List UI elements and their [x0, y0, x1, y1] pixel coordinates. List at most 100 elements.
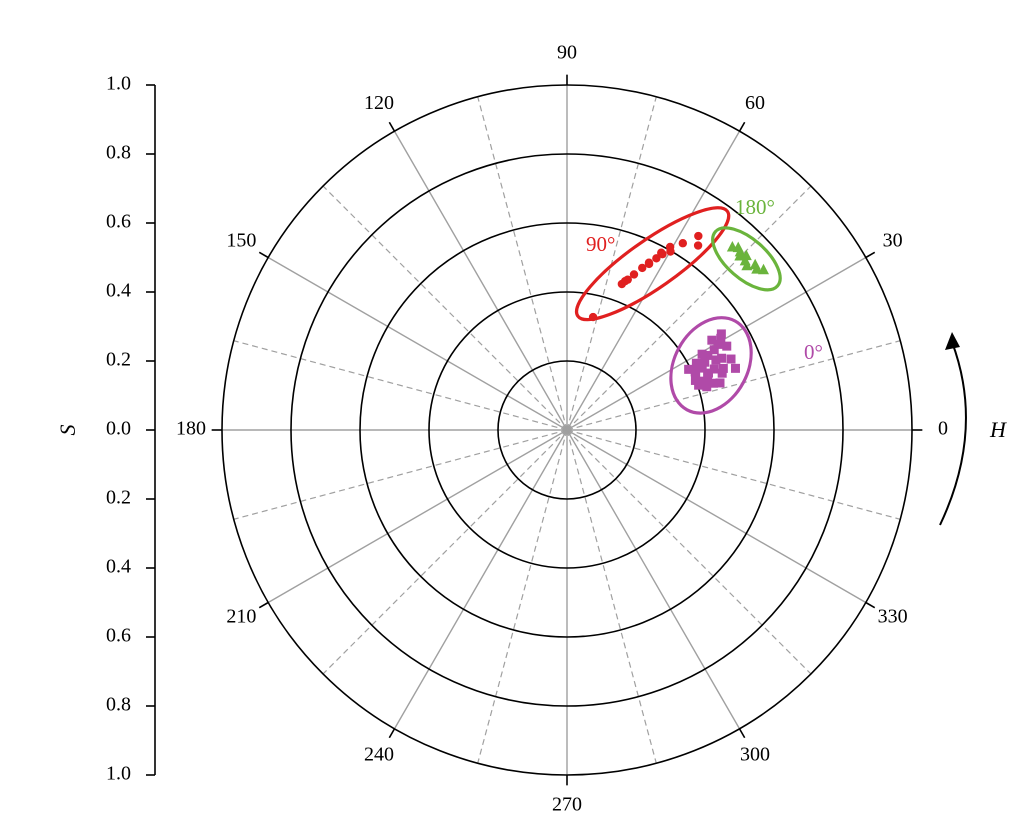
- radial-tick-label: 0.8: [106, 142, 131, 164]
- group-label-90deg: 90°: [586, 232, 615, 256]
- data-point-circle: [629, 270, 639, 279]
- data-point-square: [709, 364, 719, 374]
- data-point-circle: [623, 275, 632, 284]
- radial-tick-label: 0.6: [106, 211, 131, 233]
- angular-tick-labels: 0 30 60 90 120 150 180 210 240 270 300 330: [176, 42, 948, 816]
- radial-tick-label: 1.0: [106, 763, 131, 785]
- data-point-square: [711, 355, 721, 365]
- angular-tick-label: 210: [226, 606, 256, 628]
- data-point-circle: [658, 249, 667, 259]
- major-spoke: [393, 429, 568, 730]
- data-point-square: [718, 363, 728, 373]
- data-point-circle: [638, 263, 647, 273]
- angular-tick: [738, 728, 746, 739]
- radial-ring: [497, 360, 637, 500]
- angular-tick-label: 90: [557, 42, 577, 64]
- minor-spoke: [566, 429, 657, 764]
- data-point-square: [703, 372, 713, 382]
- group-label-0deg: 0°: [804, 340, 823, 364]
- angular-tick-label: 150: [226, 230, 256, 252]
- radial-axis-title: S: [55, 425, 80, 436]
- data-point-square: [709, 345, 719, 355]
- radial-ring: [359, 222, 775, 638]
- data-point-square: [691, 358, 701, 368]
- minor-spoke: [566, 429, 901, 520]
- angular-tick: [388, 728, 396, 739]
- data-point-square: [697, 363, 707, 373]
- data-point-circle: [678, 239, 688, 248]
- data-point-square: [697, 349, 707, 359]
- group-ellipse: [669, 316, 753, 415]
- data-point-square: [694, 380, 704, 390]
- radial-tick-label: 0.4: [106, 556, 131, 578]
- data-point-square: [717, 353, 727, 363]
- data-point-square: [700, 357, 710, 367]
- minor-spoke: [233, 340, 568, 431]
- data-point-square: [684, 364, 694, 374]
- angular-tick: [865, 251, 876, 259]
- radial-tick-label: 0.4: [106, 280, 131, 302]
- radial-tick-label: 0.6: [106, 625, 131, 647]
- radial-tick-label: 1.0: [106, 73, 131, 95]
- data-point-square: [730, 363, 740, 373]
- angular-tick-label: 60: [745, 92, 765, 114]
- angular-tick-label: 180: [176, 418, 206, 440]
- direction-arrowhead: [945, 332, 960, 350]
- data-point-square: [715, 378, 725, 388]
- data-point-triangle: [741, 259, 753, 271]
- data-point-square: [717, 368, 727, 378]
- data-markers: [588, 231, 770, 392]
- data-point-square: [702, 382, 712, 392]
- group-label-180deg: 180°: [735, 195, 775, 219]
- data-point-circle: [693, 241, 703, 250]
- direction-arrow: [939, 341, 967, 526]
- major-spoke: [566, 130, 741, 431]
- minor-spoke: [233, 429, 568, 520]
- data-point-circle: [644, 259, 654, 269]
- radial-tick-label: 0.8: [106, 694, 131, 716]
- angular-tick-label: 30: [883, 230, 903, 252]
- data-point-square: [716, 333, 726, 343]
- angular-tick-label: 120: [364, 92, 394, 114]
- group-ellipses: [574, 206, 782, 415]
- angular-tick: [738, 121, 746, 132]
- radial-tick-label: 0.2: [106, 487, 131, 509]
- angular-tick-label: 240: [364, 743, 394, 765]
- minor-spoke: [566, 429, 812, 675]
- polar-grid: [221, 84, 913, 776]
- data-point-square: [726, 354, 736, 364]
- data-point-square: [709, 378, 719, 388]
- group-ellipse: [574, 206, 731, 322]
- angular-tick: [258, 251, 269, 259]
- data-point-circle: [588, 312, 598, 322]
- data-point-triangle: [751, 263, 763, 274]
- minor-spoke: [477, 96, 568, 431]
- angular-tick-label: 300: [740, 743, 770, 765]
- minor-spoke: [322, 185, 568, 431]
- data-point-square: [707, 335, 717, 345]
- major-spoke: [267, 429, 568, 604]
- data-point-circle: [652, 254, 661, 263]
- data-point-square: [703, 350, 713, 360]
- angular-tick: [865, 601, 876, 609]
- data-point-square: [690, 367, 700, 377]
- angular-tick: [258, 601, 269, 609]
- data-point-square: [690, 375, 700, 385]
- minor-spoke: [322, 429, 568, 675]
- minor-spoke: [566, 185, 812, 431]
- data-point-square: [722, 341, 732, 351]
- major-spoke: [393, 130, 568, 431]
- minor-spoke: [566, 340, 901, 431]
- radial-tick-label: 0.0: [106, 418, 131, 440]
- angular-tick-label: 330: [878, 606, 908, 628]
- angular-tick-label: 0: [938, 418, 948, 440]
- major-spoke: [267, 256, 568, 431]
- data-point-triangle: [740, 249, 752, 261]
- group-ellipse: [711, 226, 782, 292]
- angular-tick-label: 270: [552, 794, 582, 816]
- major-spoke: [566, 429, 741, 730]
- data-point-circle: [694, 231, 703, 241]
- angular-axis-title: H: [989, 417, 1007, 442]
- angular-tick: [388, 121, 396, 132]
